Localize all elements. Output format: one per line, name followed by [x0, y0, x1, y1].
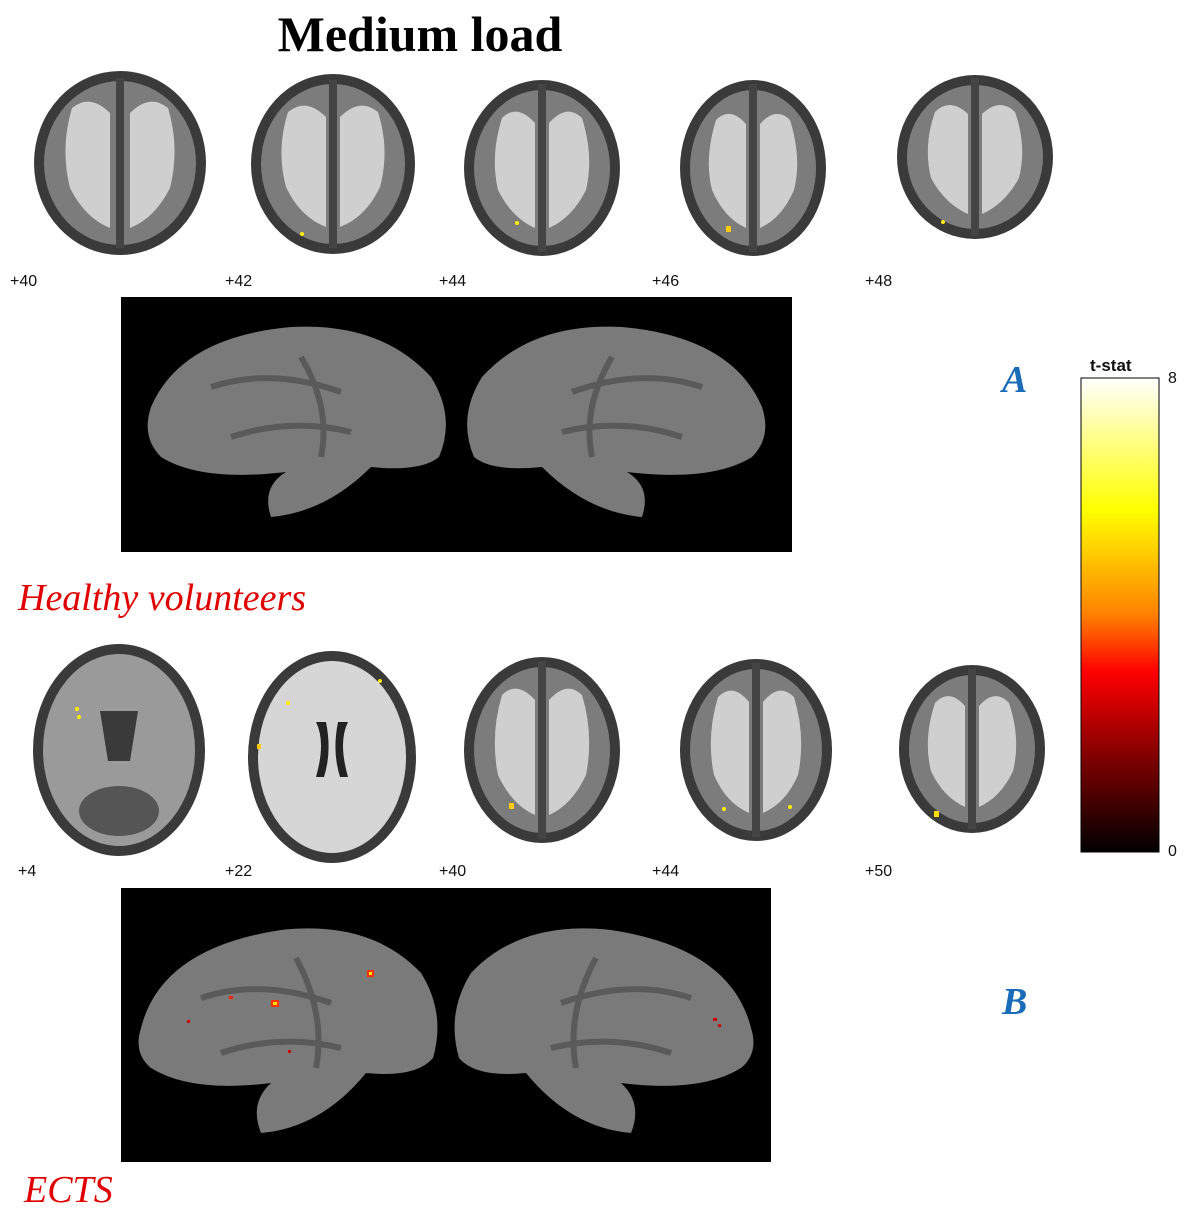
axial-slice-a5 [897, 75, 1053, 239]
slice-label-a5: +48 [865, 273, 893, 290]
colorbar-max-label: 8 [1168, 370, 1177, 387]
axial-slice-a3 [464, 80, 620, 256]
slice-label-a3: +44 [439, 273, 467, 290]
axial-slice-a2 [251, 74, 415, 254]
cortical-surfaces-a [147, 326, 766, 517]
colorbar-title: t-stat [1090, 356, 1132, 375]
group-label-healthy: Healthy volunteers [18, 577, 307, 619]
colorbar [1080, 377, 1160, 853]
axial-slice-a1 [34, 71, 206, 255]
figure-title: Medium load [277, 6, 563, 62]
axial-slice-b4 [680, 659, 832, 841]
group-label-ects: ECTS [24, 1169, 113, 1211]
panel-letter-a: A [1002, 359, 1028, 401]
axial-slice-b3 [464, 657, 620, 843]
slice-label-a2: +42 [225, 273, 253, 290]
slice-label-b5: +50 [865, 863, 893, 880]
axial-slice-b5 [899, 665, 1045, 833]
colorbar-min-label: 0 [1168, 843, 1177, 860]
slice-label-a4: +46 [652, 273, 680, 290]
slice-label-b4: +44 [652, 863, 680, 880]
axial-slice-b1 [33, 644, 205, 856]
panel-letter-b: B [1002, 981, 1028, 1023]
cortical-surfaces-b [138, 928, 754, 1133]
surface-panel-a [121, 297, 792, 552]
panel-a-slices [0, 60, 1187, 300]
axial-slice-a4 [680, 80, 826, 256]
slice-label-b1: +4 [18, 863, 37, 880]
axial-slice-b2 [248, 651, 416, 863]
panel-b-slices [0, 635, 1187, 875]
slice-label-b2: +22 [225, 863, 253, 880]
slice-label-b3: +40 [439, 863, 467, 880]
slice-label-a1: +40 [10, 273, 38, 290]
surface-panel-b [121, 888, 771, 1162]
